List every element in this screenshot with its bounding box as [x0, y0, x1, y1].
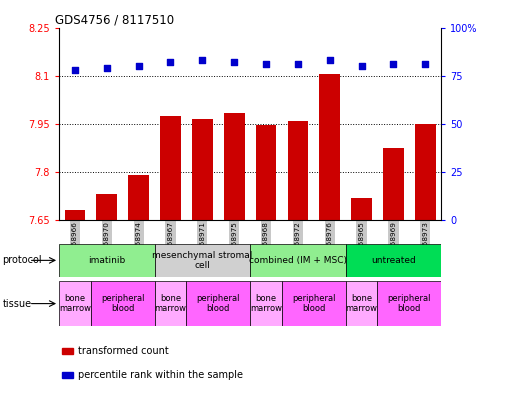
Bar [250, 244, 346, 277]
Bar [154, 281, 186, 326]
Bar [282, 281, 346, 326]
Text: imatinib: imatinib [88, 256, 125, 265]
Bar [91, 281, 154, 326]
Text: bone
marrow: bone marrow [59, 294, 91, 313]
Text: transformed count: transformed count [78, 346, 169, 356]
Bar [320, 74, 340, 220]
Text: peripheral
blood: peripheral blood [101, 294, 145, 313]
Point [294, 61, 302, 67]
Bar [62, 372, 73, 378]
Point [421, 61, 429, 67]
Bar [160, 116, 181, 220]
Point [198, 57, 206, 63]
Bar [59, 281, 91, 326]
Text: protocol: protocol [3, 255, 42, 265]
Point [103, 65, 111, 71]
Text: percentile rank within the sample: percentile rank within the sample [78, 370, 243, 380]
Text: peripheral
blood: peripheral blood [292, 294, 336, 313]
Text: peripheral
blood: peripheral blood [196, 294, 240, 313]
Text: tissue: tissue [3, 299, 32, 309]
Bar [128, 175, 149, 220]
Point [134, 63, 143, 69]
Bar [224, 112, 245, 220]
Bar [96, 195, 117, 220]
Point [389, 61, 398, 67]
Text: combined (IM + MSC): combined (IM + MSC) [249, 256, 347, 265]
Point [166, 59, 174, 65]
Text: bone
marrow: bone marrow [346, 294, 378, 313]
Point [71, 67, 79, 73]
Point [230, 59, 238, 65]
Point [358, 63, 366, 69]
Bar [192, 119, 213, 220]
Bar [62, 348, 73, 354]
Text: peripheral
blood: peripheral blood [388, 294, 431, 313]
Bar [186, 281, 250, 326]
Text: bone
marrow: bone marrow [154, 294, 186, 313]
Text: GDS4756 / 8117510: GDS4756 / 8117510 [55, 13, 174, 26]
Bar [250, 281, 282, 326]
Bar [154, 244, 250, 277]
Point [262, 61, 270, 67]
Bar [415, 124, 436, 220]
Text: mesenchymal stromal
cell: mesenchymal stromal cell [152, 251, 252, 270]
Bar [351, 198, 372, 220]
Text: bone
marrow: bone marrow [250, 294, 282, 313]
Bar [346, 281, 378, 326]
Bar [65, 210, 85, 220]
Bar [383, 148, 404, 220]
Bar [59, 244, 154, 277]
Point [326, 57, 334, 63]
Bar [378, 281, 441, 326]
Bar [346, 244, 441, 277]
Bar [255, 125, 277, 220]
Text: untreated: untreated [371, 256, 416, 265]
Bar [287, 121, 308, 220]
